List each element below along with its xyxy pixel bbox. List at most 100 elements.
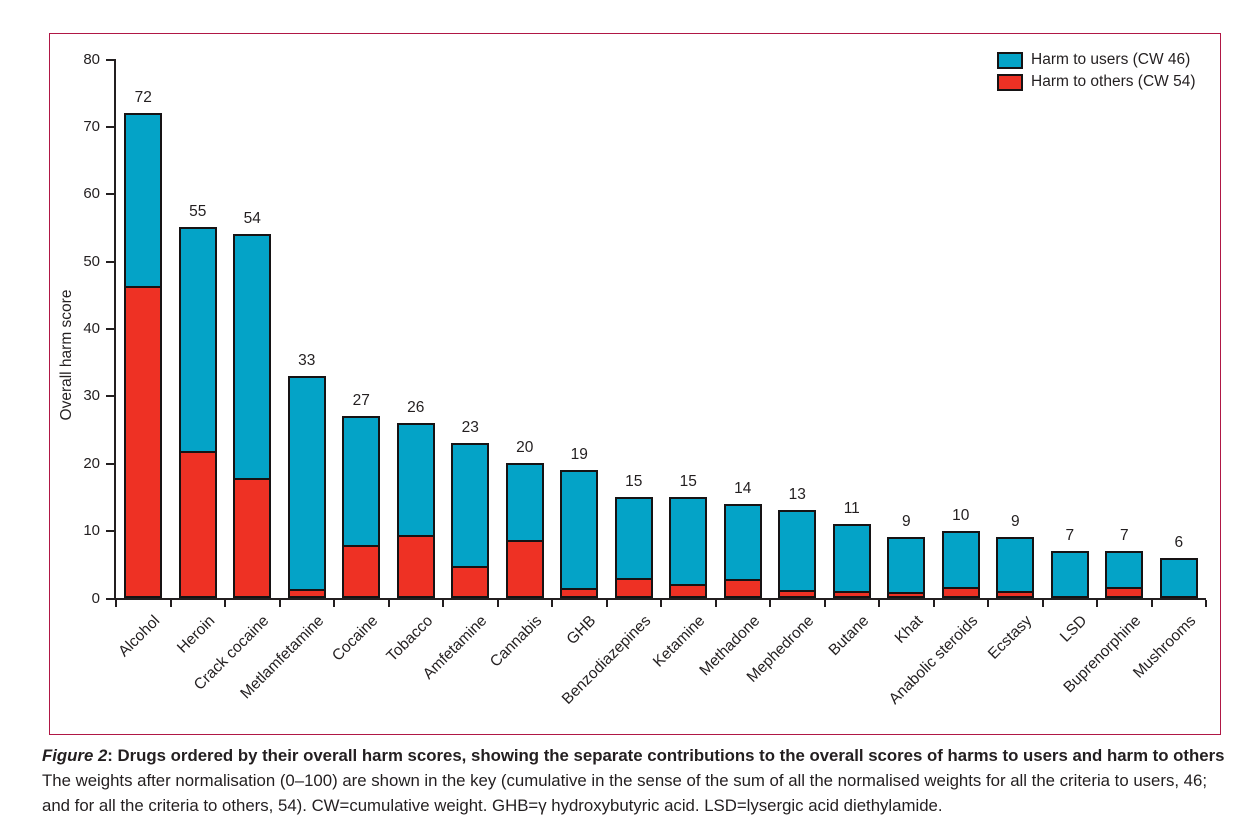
bar-value-label: 20 (516, 439, 534, 457)
y-axis-tick (106, 462, 114, 465)
caption-title-text: : Drugs ordered by their overall harm sc… (107, 746, 1225, 765)
y-axis-tick (106, 395, 114, 398)
y-axis-tick-label: 80 (83, 50, 100, 68)
bar-value-label: 9 (1010, 513, 1020, 531)
stacked-bar-chart: Overall harm score Harm to users (CW 46)… (50, 34, 1220, 734)
y-axis-tick-label: 50 (83, 252, 100, 270)
segment-harm-to-users (998, 539, 1033, 592)
bar-value-label: 26 (407, 398, 425, 416)
chart-legend: Harm to users (CW 46) Harm to others (CW … (997, 51, 1196, 91)
x-axis-tick (1205, 600, 1207, 607)
bar-butane (832, 523, 871, 598)
bar-buprenorphine (1105, 550, 1144, 598)
figure-caption: Figure 2: Drugs ordered by their overall… (42, 743, 1228, 818)
segment-harm-to-users (834, 525, 869, 592)
x-axis-tick (1096, 600, 1098, 607)
x-axis-tick (1150, 600, 1153, 607)
x-axis-tick (169, 600, 172, 607)
segment-harm-to-others (998, 591, 1033, 596)
bar-value-label: 9 (901, 513, 911, 531)
x-axis-tick (442, 600, 444, 607)
segment-harm-to-others (562, 587, 597, 596)
x-axis-tick (823, 600, 826, 607)
x-axis-tick (1041, 600, 1044, 607)
bar-value-label: 7 (1119, 526, 1129, 544)
y-axis-tick (106, 530, 114, 533)
figure-frame: Overall harm score Harm to users (CW 46)… (49, 33, 1221, 735)
segment-harm-to-others (1107, 587, 1142, 596)
segment-harm-to-others (453, 566, 488, 596)
bar-heroin (178, 227, 217, 598)
y-axis-line (114, 59, 116, 600)
y-axis-tick-label: 40 (83, 320, 100, 337)
bar-amfetamine (451, 443, 490, 598)
bar-value-label: 11 (843, 499, 860, 517)
bar-value-label: 13 (788, 486, 806, 504)
segment-harm-to-users (344, 418, 379, 546)
x-axis-tick (278, 600, 281, 607)
bar-value-label: 27 (352, 392, 370, 410)
y-axis-tick-label: 20 (83, 454, 100, 472)
segment-harm-to-others (725, 579, 760, 596)
bar-tobacco (396, 422, 435, 598)
segment-harm-to-users (1052, 552, 1087, 596)
segment-harm-to-users (780, 512, 815, 590)
bar-ecstasy (996, 537, 1035, 598)
bar-value-label: 72 (134, 88, 152, 106)
y-axis-tick (106, 597, 114, 600)
segment-harm-to-users (235, 236, 270, 479)
bar-value-label: 55 (189, 203, 207, 221)
y-axis-tick-label: 70 (83, 117, 100, 135)
segment-harm-to-users (671, 498, 706, 584)
y-axis-tick-label: 30 (83, 387, 100, 405)
y-axis-tick (106, 58, 114, 61)
segment-harm-to-users (126, 114, 161, 287)
segment-harm-to-users (943, 532, 978, 587)
segment-harm-to-users (889, 539, 924, 592)
bar-cocaine (342, 416, 381, 598)
bar-value-label: 19 (570, 445, 588, 463)
y-axis-tick (106, 193, 114, 196)
caption-figure-number: Figure 2 (42, 746, 108, 765)
x-axis-tick (551, 600, 553, 607)
x-axis-tick (769, 600, 771, 607)
bar-anabolic-steroids (941, 530, 980, 598)
segment-harm-to-others (616, 577, 651, 596)
x-axis-tick (660, 600, 662, 607)
segment-harm-to-others (834, 591, 869, 596)
segment-harm-to-users (1161, 559, 1196, 596)
segment-harm-to-others (671, 583, 706, 596)
x-axis-tick (496, 600, 499, 607)
segment-harm-to-others (780, 589, 815, 596)
segment-harm-to-others (126, 286, 161, 596)
bar-value-label: 10 (952, 506, 970, 524)
segment-harm-to-users (562, 471, 597, 588)
x-axis-tick (115, 600, 117, 607)
caption-body: The weights after normalisation (0–100) … (42, 771, 1208, 815)
bar-ketamine (669, 496, 708, 598)
legend-label: Harm to users (CW 46) (1031, 51, 1191, 68)
y-axis-tick (106, 328, 114, 330)
segment-harm-to-others (398, 535, 433, 596)
legend-swatch-icon (997, 51, 1023, 69)
segment-harm-to-others (943, 586, 978, 596)
segment-harm-to-others (180, 451, 215, 596)
segment-harm-to-users (180, 229, 215, 452)
bar-methadone (723, 503, 762, 598)
bar-value-label: 7 (1065, 526, 1075, 544)
segment-harm-to-others (889, 591, 924, 596)
bar-value-label: 54 (243, 210, 261, 228)
bar-metlamfetamine (287, 375, 326, 598)
legend-item: Harm to users (CW 46) (997, 51, 1196, 69)
x-axis-tick (987, 600, 989, 607)
x-axis-line (114, 598, 1206, 600)
bar-ghb (560, 469, 599, 598)
legend-item: Harm to others (CW 54) (997, 73, 1196, 91)
y-axis-tick-label: 0 (91, 589, 100, 607)
x-axis-tick (714, 600, 717, 607)
segment-harm-to-users (725, 505, 760, 580)
x-axis-tick (333, 600, 335, 607)
segment-harm-to-users (289, 377, 324, 590)
x-axis-tick (878, 600, 880, 607)
bar-alcohol (124, 112, 163, 598)
